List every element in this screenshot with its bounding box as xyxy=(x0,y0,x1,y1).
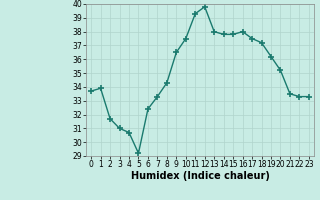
X-axis label: Humidex (Indice chaleur): Humidex (Indice chaleur) xyxy=(131,171,269,181)
